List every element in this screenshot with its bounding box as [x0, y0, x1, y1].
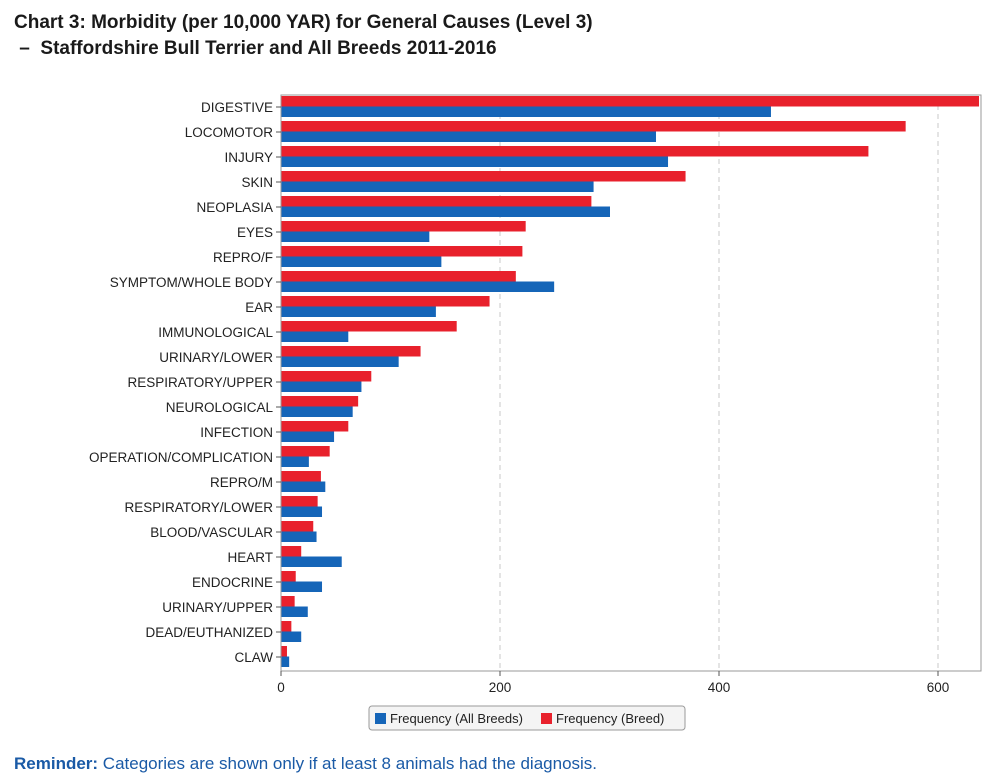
bars: [281, 96, 980, 667]
chart-title-line2: – Staffordshire Bull Terrier and All Bre…: [14, 38, 497, 59]
y-axis: DIGESTIVE LOCOMOTOR INJURY SKIN NEOPLASIA EYE…: [89, 100, 281, 665]
y-tick-label-respiratory-lower: RESPIRATORY/LOWER: [124, 500, 273, 515]
x-tick-label-400: 400: [708, 680, 731, 695]
chart-title: Chart 3: Morbidity (per 10,000 YAR) for …: [14, 10, 593, 62]
chart-title-line1: Chart 3: Morbidity (per 10,000 YAR) for …: [14, 12, 593, 33]
bar-breed-urinary-upper: [281, 596, 295, 607]
bar-all-breeds-locomotor: [281, 131, 656, 142]
bar-breed-urinary-lower: [281, 346, 421, 357]
bar-all-breeds-repro-m: [281, 481, 326, 492]
bar-breed-respiratory-upper: [281, 371, 372, 382]
bar-breed-skin: [281, 171, 686, 182]
bar-all-breeds-neoplasia: [281, 206, 610, 217]
y-tick-label-locomotor: LOCOMOTOR: [185, 125, 274, 140]
bar-all-breeds-ear: [281, 306, 436, 317]
bar-all-breeds-neurological: [281, 406, 353, 417]
x-tick-label-0: 0: [277, 680, 285, 695]
bar-all-breeds-endocrine: [281, 581, 323, 592]
bar-breed-ear: [281, 296, 490, 307]
y-tick-label-infection: INFECTION: [200, 425, 273, 440]
y-tick-label-neoplasia: NEOPLASIA: [196, 200, 273, 215]
bar-breed-immunological: [281, 321, 457, 332]
bar-all-breeds-injury: [281, 156, 669, 167]
y-tick-label-respiratory-upper: RESPIRATORY/UPPER: [127, 375, 273, 390]
bar-breed-endocrine: [281, 571, 296, 582]
y-tick-label-symptom-whole-body: SYMPTOM/WHOLE BODY: [110, 275, 273, 290]
x-axis: 0 200 400 600: [277, 671, 949, 695]
bar-breed-heart: [281, 546, 302, 557]
bar-all-breeds-operation-complication: [281, 456, 309, 467]
y-tick-label-eyes: EYES: [237, 225, 273, 240]
legend-box: [368, 705, 686, 731]
bar-breed-neurological: [281, 396, 359, 407]
bar-all-breeds-infection: [281, 431, 335, 442]
bar-all-breeds-claw: [281, 656, 290, 667]
bar-breed-neoplasia: [281, 196, 592, 207]
y-tick-label-dead-euthanized: DEAD/EUTHANIZED: [145, 625, 273, 640]
legend-swatch-frequency-all-breeds: [375, 713, 386, 724]
bar-breed-operation-complication: [281, 446, 330, 457]
legend-label-frequency-breed: Frequency (Breed): [556, 711, 664, 726]
y-tick-label-neurological: NEUROLOGICAL: [166, 400, 274, 415]
x-tick-label-200: 200: [489, 680, 512, 695]
bar-breed-blood-vascular: [281, 521, 314, 532]
y-tick-label-urinary-lower: URINARY/LOWER: [159, 350, 273, 365]
bar-all-breeds-urinary-lower: [281, 356, 399, 367]
y-tick-label-ear: EAR: [245, 300, 273, 315]
y-tick-label-repro-f: REPRO/F: [213, 250, 273, 265]
bar-all-breeds-repro-f: [281, 256, 442, 267]
bar-breed-injury: [281, 146, 869, 157]
y-tick-label-repro-m: REPRO/M: [210, 475, 273, 490]
y-tick-label-immunological: IMMUNOLOGICAL: [158, 325, 273, 340]
bar-all-breeds-urinary-upper: [281, 606, 308, 617]
bar-breed-symptom-whole-body: [281, 271, 516, 282]
grid-lines: [499, 96, 939, 670]
y-tick-label-operation-complication: OPERATION/COMPLICATION: [89, 450, 273, 465]
x-tick-label-600: 600: [927, 680, 950, 695]
y-tick-label-endocrine: ENDOCRINE: [192, 575, 273, 590]
bar-all-breeds-respiratory-lower: [281, 506, 323, 517]
bar-all-breeds-symptom-whole-body: [281, 281, 555, 292]
bar-all-breeds-immunological: [281, 331, 349, 342]
bar-breed-claw: [281, 646, 287, 657]
bar-breed-digestive: [281, 96, 980, 107]
y-tick-label-skin: SKIN: [241, 175, 273, 190]
bar-breed-respiratory-lower: [281, 496, 318, 507]
bar-all-breeds-blood-vascular: [281, 531, 317, 542]
legend-label-frequency-all-breeds: Frequency (All Breeds): [390, 711, 523, 726]
bar-breed-repro-m: [281, 471, 321, 482]
bar-all-breeds-skin: [281, 181, 594, 192]
y-tick-label-blood-vascular: BLOOD/VASCULAR: [150, 525, 273, 540]
y-tick-label-urinary-upper: URINARY/UPPER: [162, 600, 273, 615]
y-tick-label-injury: INJURY: [224, 150, 273, 165]
bar-breed-infection: [281, 421, 349, 432]
reminder-text: Categories are shown only if at least 8 …: [98, 754, 598, 773]
bar-breed-dead-euthanized: [281, 621, 292, 632]
reminder-prefix: Reminder:: [14, 754, 99, 773]
y-tick-label-digestive: DIGESTIVE: [201, 100, 273, 115]
bar-breed-locomotor: [281, 121, 906, 132]
bar-all-breeds-respiratory-upper: [281, 381, 362, 392]
bar-all-breeds-heart: [281, 556, 342, 567]
reminder-note: Reminder: Categories are shown only if a…: [14, 754, 597, 774]
bar-breed-repro-f: [281, 246, 523, 257]
legend: Frequency (All Breeds) Frequency (Breed): [368, 705, 686, 731]
y-tick-label-heart: HEART: [227, 550, 273, 565]
bar-all-breeds-eyes: [281, 231, 430, 242]
legend-swatch-frequency-breed: [541, 713, 552, 724]
bar-breed-eyes: [281, 221, 526, 232]
bar-all-breeds-digestive: [281, 106, 771, 117]
y-tick-label-claw: CLAW: [234, 650, 273, 665]
bar-all-breeds-dead-euthanized: [281, 631, 302, 642]
